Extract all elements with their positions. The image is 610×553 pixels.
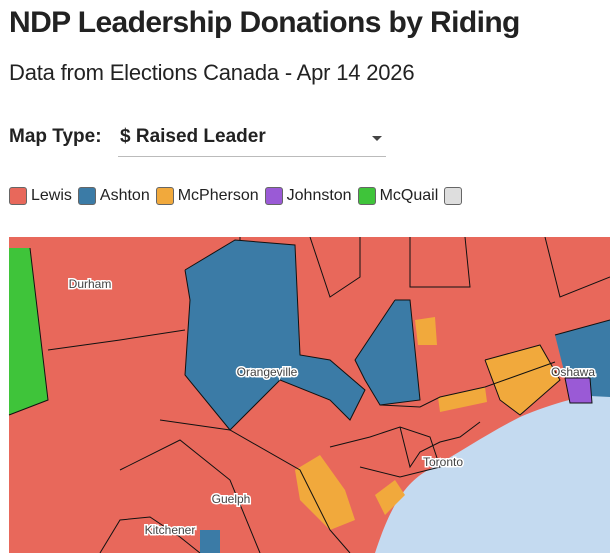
boundaries (8, 237, 610, 553)
place-label: Oshawa (551, 365, 595, 379)
legend-label: McPherson (177, 187, 259, 204)
legend-item[interactable]: Lewis (9, 187, 72, 205)
legend-item[interactable]: McPherson (155, 187, 259, 205)
title: NDP Leadership Donations by Riding (9, 6, 520, 39)
legend-swatch (264, 187, 283, 205)
legend-label: McQuail (379, 187, 439, 204)
legend-item[interactable]: McQuail (357, 187, 439, 205)
region (438, 387, 487, 412)
legend-item[interactable] (444, 187, 466, 205)
selected-option: $ Raised Leader (120, 126, 266, 147)
legend-swatch (444, 187, 463, 205)
region (375, 480, 405, 515)
region (415, 317, 437, 345)
dropdown-arrow (372, 136, 382, 141)
region (9, 248, 48, 415)
legend-swatch (77, 187, 96, 205)
legend: Lewis Ashton McPherson Johnston McQuail (9, 187, 472, 205)
place-label: Orangeville (237, 365, 298, 379)
control-label: Map Type: (9, 126, 102, 147)
map-type-select[interactable]: $ Raised Leader (118, 124, 386, 157)
legend-item[interactable]: Johnston (264, 187, 352, 205)
place-label: Kitchener (145, 523, 196, 537)
region (565, 378, 592, 403)
region (185, 240, 365, 430)
legend-label: Ashton (99, 187, 150, 204)
legend-item[interactable]: Ashton (77, 187, 150, 205)
map[interactable]: Durham Orangeville Toronto Oshawa Guelph… (0, 237, 610, 553)
legend-swatch (155, 187, 174, 205)
legend-label: Johnston (286, 187, 352, 204)
region (355, 300, 420, 405)
region (295, 455, 355, 530)
place-label: Durham (69, 277, 112, 291)
region (200, 530, 220, 553)
lake (375, 393, 610, 553)
place-label: Guelph (212, 492, 251, 506)
region (485, 345, 560, 415)
legend-label: Lewis (31, 187, 72, 204)
legend-swatch (357, 187, 376, 205)
place-label: Toronto (423, 455, 463, 469)
legend-swatch (9, 187, 27, 205)
subtitle: Data from Elections Canada - Apr 14 2026 (9, 60, 415, 85)
